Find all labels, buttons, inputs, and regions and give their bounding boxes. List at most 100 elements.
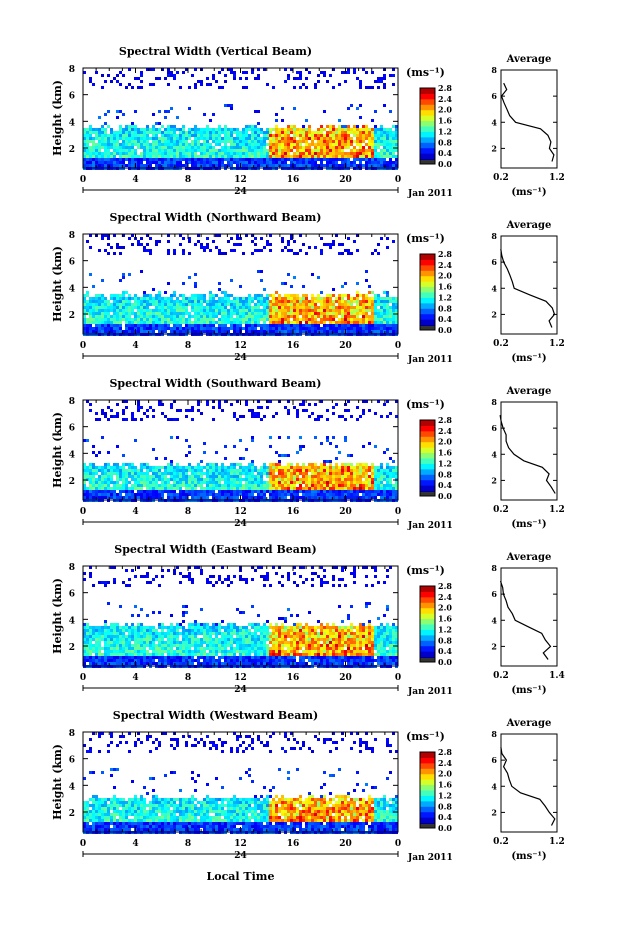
heatmap-cell: [233, 484, 236, 487]
heatmap-cell: [161, 164, 164, 167]
heatmap-cell: [245, 131, 248, 134]
heatmap-cell: [263, 303, 266, 306]
heatmap-cell: [392, 125, 395, 128]
heatmap-cell: [122, 149, 125, 152]
heatmap-cell: [251, 71, 254, 74]
heatmap-cell: [98, 134, 101, 137]
heatmap-cell: [365, 125, 368, 128]
heatmap-cell: [356, 131, 359, 134]
heatmap-cell: [371, 463, 374, 466]
heatmap-cell: [203, 128, 206, 131]
heatmap-cell: [374, 481, 377, 484]
heatmap-cell: [206, 321, 209, 324]
heatmap-cell: [344, 327, 347, 330]
heatmap-cell: [380, 321, 383, 324]
heatmap-cell: [170, 128, 173, 131]
heatmap-cell: [350, 481, 353, 484]
heatmap-cell: [218, 481, 221, 484]
heatmap-cell: [137, 490, 140, 493]
heatmap-cell: [128, 83, 131, 86]
heatmap-cell: [374, 469, 377, 472]
heatmap-cell: [209, 300, 212, 303]
heatmap-cell: [305, 77, 308, 80]
heatmap-cell: [359, 80, 362, 83]
heatmap-cell: [257, 493, 260, 496]
heatmap-cell: [371, 315, 374, 318]
heatmap-cell: [191, 134, 194, 137]
heatmap-cell: [83, 164, 86, 167]
colorbar-tick-label: 2.8: [438, 249, 452, 259]
heatmap-cell: [125, 490, 128, 493]
heatmap-cell: [185, 475, 188, 478]
heatmap-cell: [290, 321, 293, 324]
heatmap-cell: [287, 143, 290, 146]
heatmap-cell: [269, 469, 272, 472]
heatmap-cell: [356, 324, 359, 327]
heatmap-cell: [302, 297, 305, 300]
heatmap-cell: [128, 493, 131, 496]
heatmap-cell: [170, 134, 173, 137]
heatmap-cell: [323, 140, 326, 143]
heatmap-cell: [218, 297, 221, 300]
heatmap-cell: [380, 131, 383, 134]
heatmap-cell: [269, 318, 272, 321]
heatmap-cell: [200, 152, 203, 155]
heatmap-cell: [317, 128, 320, 131]
heatmap-cell: [227, 481, 230, 484]
heatmap-cell: [212, 149, 215, 152]
heatmap-cell: [197, 327, 200, 330]
heatmap-cell: [158, 122, 161, 125]
heatmap-cell: [296, 487, 299, 490]
heatmap-cell: [290, 466, 293, 469]
heatmap-cell: [143, 318, 146, 321]
heatmap-cell: [245, 403, 248, 406]
heatmap-cell: [317, 152, 320, 155]
heatmap-cell: [323, 137, 326, 140]
heatmap-cell: [221, 315, 224, 318]
heatmap-cell: [230, 463, 233, 466]
heatmap-cell: [383, 303, 386, 306]
heatmap-cell: [311, 318, 314, 321]
heatmap-cell: [170, 418, 173, 421]
heatmap-cell: [341, 481, 344, 484]
heatmap-cell: [380, 312, 383, 315]
heatmap-cell: [164, 131, 167, 134]
heatmap-cell: [302, 312, 305, 315]
heatmap-cell: [275, 125, 278, 128]
colorbar-segment: [420, 120, 435, 127]
heatmap-cell: [173, 478, 176, 481]
heatmap-cell: [221, 306, 224, 309]
heatmap-cell: [170, 330, 173, 333]
heatmap-cell: [368, 86, 371, 89]
heatmap-cell: [155, 158, 158, 161]
heatmap-cell: [320, 152, 323, 155]
heatmap-cell: [347, 454, 350, 457]
heatmap-cell: [311, 309, 314, 312]
heatmap-cell: [212, 466, 215, 469]
heatmap-cell: [278, 463, 281, 466]
heatmap-cell: [167, 125, 170, 128]
heatmap-cell: [89, 484, 92, 487]
heatmap-cell: [182, 134, 185, 137]
heatmap-cell: [191, 306, 194, 309]
heatmap-cell: [122, 246, 125, 249]
heatmap-cell: [116, 321, 119, 324]
heatmap-cell: [137, 309, 140, 312]
heatmap-cell: [245, 472, 248, 475]
heatmap-cell: [269, 243, 272, 246]
heatmap-cell: [329, 306, 332, 309]
heatmap-cell: [188, 86, 191, 89]
heatmap-cell: [380, 152, 383, 155]
heatmap-cell: [356, 493, 359, 496]
heatmap-cell: [269, 496, 272, 499]
heatmap-cell: [287, 309, 290, 312]
heatmap-cell: [344, 469, 347, 472]
heatmap-cell: [287, 152, 290, 155]
heatmap-cell: [284, 68, 287, 71]
heatmap-cell: [98, 330, 101, 333]
heatmap-cell: [203, 158, 206, 161]
heatmap-cell: [377, 86, 380, 89]
heatmap-cell: [311, 484, 314, 487]
heatmap-cell: [377, 493, 380, 496]
heatmap-cell: [269, 137, 272, 140]
